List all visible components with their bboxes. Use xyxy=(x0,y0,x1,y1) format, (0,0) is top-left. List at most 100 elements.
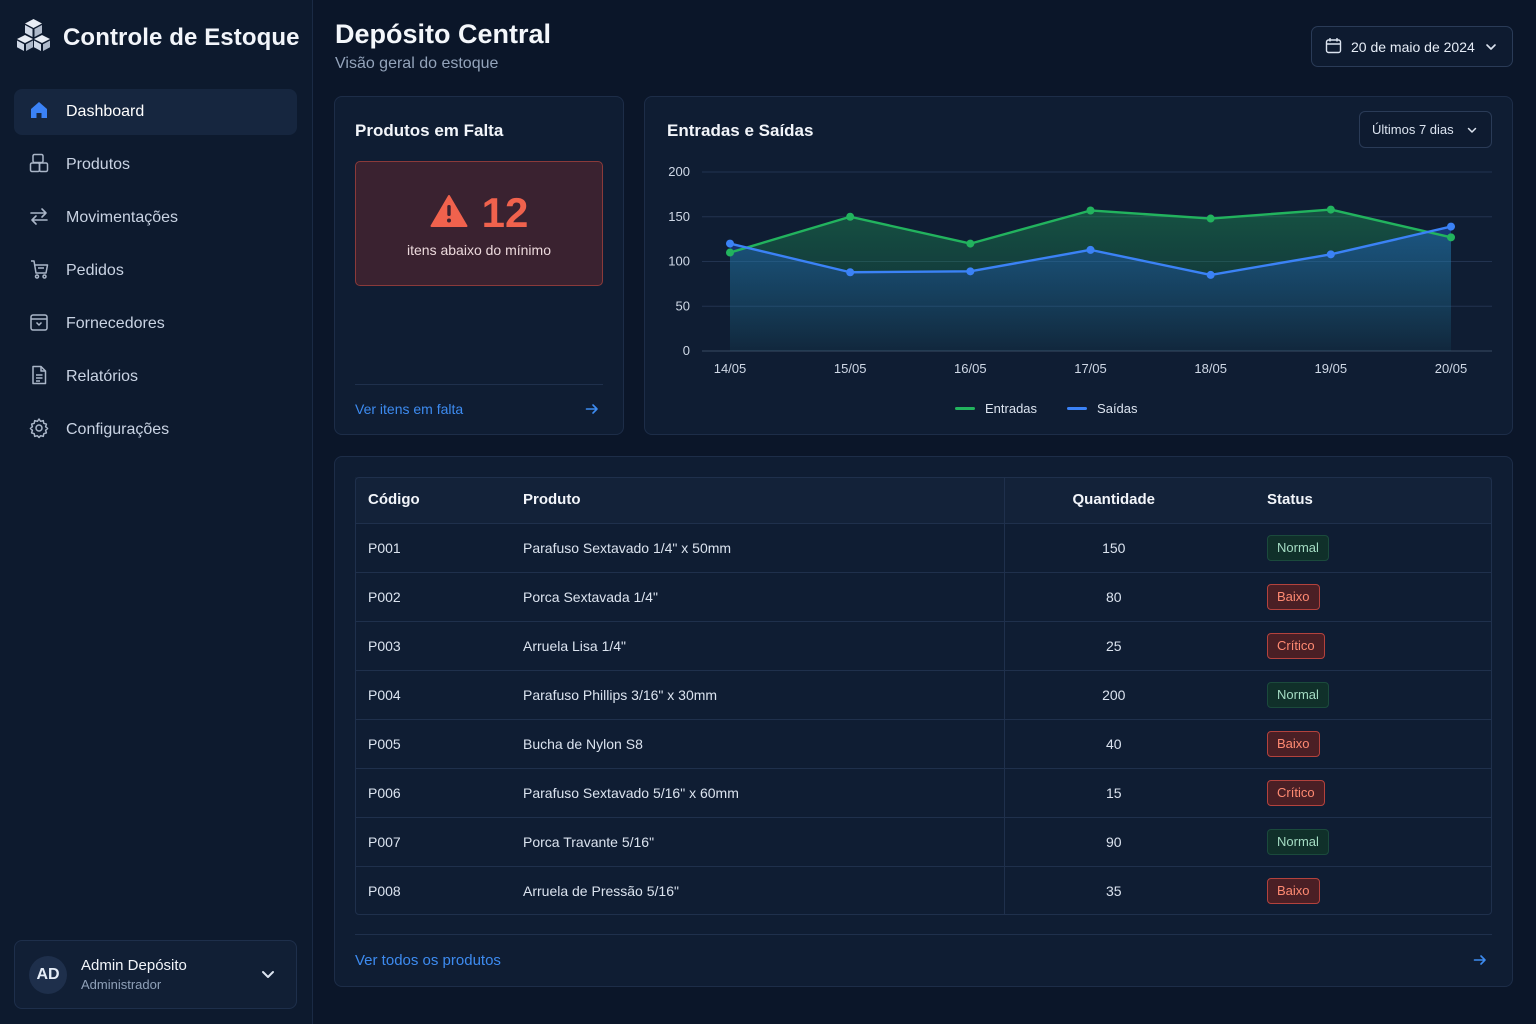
legend-item: Saídas xyxy=(1067,401,1138,416)
data-point-entradas[interactable] xyxy=(1206,214,1215,223)
cell-code: P003 xyxy=(368,637,401,654)
arrow-right-icon[interactable] xyxy=(584,401,600,422)
data-point-saídas[interactable] xyxy=(726,239,734,248)
y-tick-label: 100 xyxy=(668,254,690,269)
sidebar-item-configuracoes[interactable]: Configurações xyxy=(14,407,297,453)
cell-code: P002 xyxy=(368,588,401,605)
calendar-icon xyxy=(1325,37,1342,57)
data-point-entradas[interactable] xyxy=(726,248,734,257)
arrows-swap-icon xyxy=(28,205,50,232)
data-point-saídas[interactable] xyxy=(1447,222,1455,231)
cell-product: Porca Sextavada 1/4" xyxy=(523,588,658,605)
view-all-products-link[interactable]: Ver todos os produtos xyxy=(355,952,501,969)
data-point-saídas[interactable] xyxy=(846,268,855,277)
sidebar-item-dashboard[interactable]: Dashboard xyxy=(14,89,297,135)
cell-code: P008 xyxy=(368,882,401,899)
sidebar-item-label: Fornecedores xyxy=(66,315,165,332)
sidebar-item-movimentacoes[interactable]: Movimentações xyxy=(14,195,297,241)
sidebar-item-relatorios[interactable]: Relatórios xyxy=(14,354,297,400)
arrow-right-icon[interactable] xyxy=(1472,952,1488,973)
brand[interactable]: Controle de Estoque xyxy=(16,18,300,57)
x-tick-label: 20/05 xyxy=(1435,361,1468,376)
cell-status: Crítico xyxy=(1223,768,1492,817)
app-title: Controle de Estoque xyxy=(63,23,300,51)
table-header-row: Código Produto Quantidade Status xyxy=(355,477,1492,523)
data-point-entradas[interactable] xyxy=(846,212,855,221)
page-subtitle: Visão geral do estoque xyxy=(335,55,499,72)
table-row[interactable]: P007 Porca Travante 5/16" 90 Normal xyxy=(355,817,1492,866)
status-badge: Normal xyxy=(1267,681,1329,708)
document-icon xyxy=(28,364,50,391)
x-tick-label: 17/05 xyxy=(1074,361,1107,376)
cell-quantity: 90 xyxy=(1003,817,1223,866)
user-menu[interactable]: AD Admin Depósito Administrador xyxy=(14,940,297,1009)
cell-status: Normal xyxy=(1223,670,1492,719)
shop-bag-icon xyxy=(28,311,50,338)
header-code[interactable]: Código xyxy=(368,491,420,509)
data-point-entradas[interactable] xyxy=(1447,233,1455,242)
y-tick-label: 0 xyxy=(683,343,690,358)
status-badge: Crítico xyxy=(1267,779,1325,806)
data-point-saídas[interactable] xyxy=(1206,270,1215,279)
cell-status: Crítico xyxy=(1223,621,1492,670)
date-picker[interactable]: 20 de maio de 2024 xyxy=(1311,26,1513,67)
data-point-entradas[interactable] xyxy=(1086,206,1095,215)
data-point-saídas[interactable] xyxy=(1086,245,1095,254)
table-row[interactable]: P002 Porca Sextavada 1/4" 80 Baixo xyxy=(355,572,1492,621)
x-tick-label: 15/05 xyxy=(834,361,867,376)
cell-quantity: 25 xyxy=(1003,621,1223,670)
status-badge: Baixo xyxy=(1267,730,1320,757)
home-icon xyxy=(28,99,50,126)
table-row[interactable]: P004 Parafuso Phillips 3/16" x 30mm 200 Nor… xyxy=(355,670,1492,719)
chevron-down-icon xyxy=(1484,40,1498,57)
y-tick-label: 50 xyxy=(676,298,690,313)
page-title: Depósito Central xyxy=(335,19,552,49)
shortage-label: itens abaixo do mínimo xyxy=(407,242,551,258)
table-row[interactable]: P005 Bucha de Nylon S8 40 Baixo xyxy=(355,719,1492,768)
cell-quantity: 35 xyxy=(1003,866,1223,915)
cell-product: Arruela de Pressão 5/16" xyxy=(523,882,679,899)
cart-icon xyxy=(28,258,50,285)
table-row[interactable]: P003 Arruela Lisa 1/4" 25 Crítico xyxy=(355,621,1492,670)
data-point-entradas[interactable] xyxy=(1326,205,1335,214)
cell-quantity: 200 xyxy=(1003,670,1223,719)
sidebar-item-fornecedores[interactable]: Fornecedores xyxy=(14,301,297,347)
chevron-down-icon[interactable] xyxy=(260,966,276,987)
header-quantity[interactable]: Quantidade xyxy=(1003,477,1223,523)
status-badge: Normal xyxy=(1267,828,1329,855)
cell-product: Porca Travante 5/16" xyxy=(523,833,655,850)
table-row[interactable]: P001 Parafuso Sextavado 1/4" x 50mm 150 Nor… xyxy=(355,523,1492,572)
x-tick-label: 14/05 xyxy=(714,361,747,376)
header-status[interactable]: Status xyxy=(1267,491,1313,509)
shortage-card-title: Produtos em Falta xyxy=(355,121,504,140)
cell-product: Parafuso Phillips 3/16" x 30mm xyxy=(523,686,718,703)
data-point-entradas[interactable] xyxy=(966,239,975,248)
cell-product: Bucha de Nylon S8 xyxy=(523,735,643,752)
data-point-saídas[interactable] xyxy=(966,267,975,276)
sidebar-item-label: Pedidos xyxy=(66,262,124,279)
cell-quantity: 40 xyxy=(1003,719,1223,768)
cell-quantity: 80 xyxy=(1003,572,1223,621)
legend-label: Saídas xyxy=(1097,401,1138,416)
flow-card: Entradas e Saídas Últimos 7 dias 0 50 100 1… xyxy=(644,96,1513,435)
range-value: Últimos 7 dias xyxy=(1372,122,1454,137)
view-shortage-link[interactable]: Ver itens em falta xyxy=(355,401,464,417)
sidebar-item-pedidos[interactable]: Pedidos xyxy=(14,248,297,294)
sidebar-item-label: Movimentações xyxy=(66,209,179,226)
sidebar-item-produtos[interactable]: Produtos xyxy=(14,142,297,188)
table-row[interactable]: P006 Parafuso Sextavado 5/16" x 60mm 15 Crí… xyxy=(355,768,1492,817)
cell-code: P007 xyxy=(368,833,401,850)
header-product[interactable]: Produto xyxy=(523,491,581,509)
shortage-alert: 12 itens abaixo do mínimo xyxy=(355,161,603,286)
boxes-icon xyxy=(16,18,51,57)
avatar: AD xyxy=(29,955,67,994)
gear-icon xyxy=(28,417,50,444)
sidebar-item-label: Relatórios xyxy=(66,368,139,385)
products-card: Código Produto Quantidade Status P001 Par… xyxy=(334,456,1513,987)
data-point-saídas[interactable] xyxy=(1326,250,1335,259)
range-select[interactable]: Últimos 7 dias xyxy=(1359,111,1492,148)
legend-item: Entradas xyxy=(955,401,1037,416)
warning-icon xyxy=(430,194,468,233)
y-tick-label: 150 xyxy=(668,209,690,224)
table-row[interactable]: P008 Arruela de Pressão 5/16" 35 Baixo xyxy=(355,866,1492,915)
